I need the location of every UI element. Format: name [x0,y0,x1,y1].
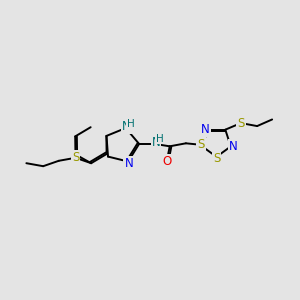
Text: N: N [152,136,160,148]
Text: H: H [127,119,134,129]
Text: H: H [156,134,164,143]
Text: N: N [122,120,131,134]
Text: N: N [124,157,133,170]
Text: S: S [237,117,244,130]
Text: N: N [201,123,210,136]
Text: O: O [162,155,171,168]
Text: S: S [72,151,79,164]
Text: S: S [197,138,205,151]
Text: S: S [213,152,220,165]
Text: N: N [229,140,238,153]
